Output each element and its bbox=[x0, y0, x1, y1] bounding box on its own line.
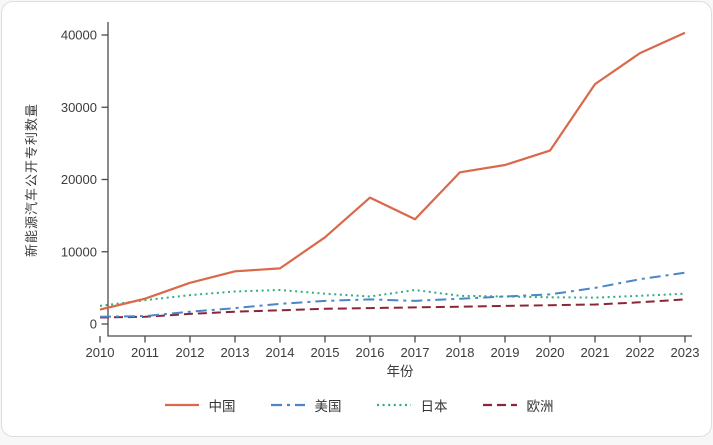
x-tick-label: 2011 bbox=[131, 345, 159, 360]
x-tick-label: 2021 bbox=[581, 345, 610, 360]
x-tick-label: 2015 bbox=[311, 345, 340, 360]
legend-line-sample-usa bbox=[270, 403, 305, 407]
y-tick-label: 20000 bbox=[61, 172, 97, 187]
x-tick-label: 2013 bbox=[221, 345, 250, 360]
x-tick-label: 2018 bbox=[446, 345, 475, 360]
x-tick-label: 2022 bbox=[626, 345, 655, 360]
legend-line-sample-europe bbox=[482, 403, 517, 407]
x-tick-label: 2016 bbox=[356, 345, 385, 360]
y-tick-label: 10000 bbox=[61, 244, 97, 259]
y-tick-label: 40000 bbox=[61, 28, 97, 43]
line-chart-container: 新能源汽车公开专利数量 0 10000 20000 30000 40000 2010 201… bbox=[2, 2, 711, 436]
series-line-1 bbox=[99, 271, 686, 318]
y-tick-label: 30000 bbox=[61, 100, 97, 115]
x-tick-label: 2019 bbox=[491, 345, 520, 360]
legend-item-europe: 欧洲 bbox=[482, 395, 554, 415]
legend-label-usa: 美国 bbox=[314, 399, 342, 414]
legend-line-sample-japan bbox=[376, 403, 411, 407]
x-axis-title: 年份 bbox=[386, 364, 414, 379]
series-line-0 bbox=[99, 31, 686, 311]
chart-legend: 中国 美国 日本 欧洲 bbox=[2, 395, 713, 415]
x-tick-label: 2014 bbox=[266, 345, 295, 360]
y-axis-title: 新能源汽车公开专利数量 bbox=[24, 103, 39, 258]
legend-label-china: 中国 bbox=[208, 399, 236, 414]
chart-card: 新能源汽车公开专利数量 0 10000 20000 30000 40000 2010 201… bbox=[1, 1, 712, 437]
x-tick-label: 2023 bbox=[671, 345, 700, 360]
x-tick-label: 2020 bbox=[536, 345, 565, 360]
legend-item-usa: 美国 bbox=[270, 395, 342, 415]
legend-item-china: 中国 bbox=[164, 395, 236, 415]
x-tick-label: 2017 bbox=[401, 345, 430, 360]
legend-item-japan: 日本 bbox=[376, 395, 448, 415]
x-tick-label: 2012 bbox=[176, 345, 205, 360]
axis-lines bbox=[107, 22, 692, 337]
x-tick-label: 2010 bbox=[86, 345, 115, 360]
y-tick-label: 0 bbox=[90, 317, 97, 332]
legend-label-europe: 欧洲 bbox=[526, 399, 554, 414]
legend-line-sample-china bbox=[164, 403, 199, 407]
series-line-3 bbox=[99, 298, 686, 319]
legend-label-japan: 日本 bbox=[420, 399, 448, 414]
